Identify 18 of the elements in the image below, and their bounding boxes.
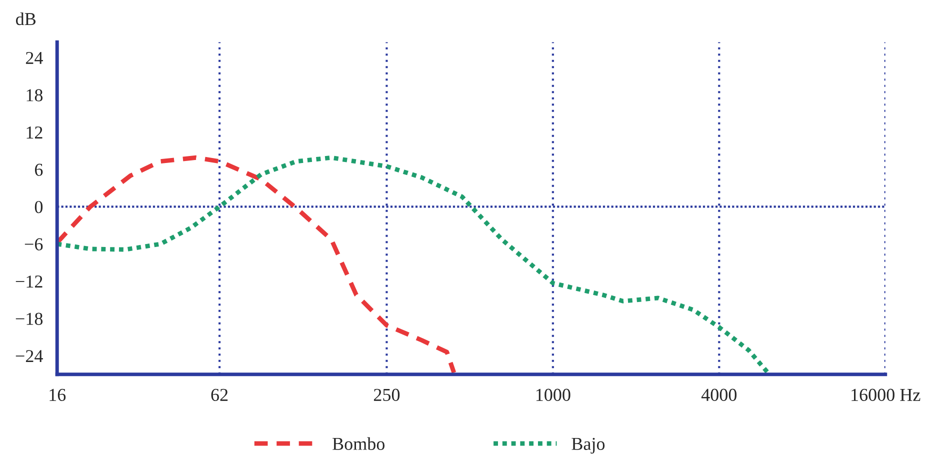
x-tick-label: 250 (374, 388, 400, 401)
y-tick-label: 24 (26, 52, 43, 64)
y-axis-title: dB (16, 12, 36, 26)
y-tick-label: −12 (16, 276, 42, 288)
x-tick-label: 16 (50, 388, 66, 401)
y-tick-label: 6 (34, 164, 43, 176)
y-tick-label: −18 (16, 312, 43, 325)
legend-label: Bajo (572, 438, 605, 454)
y-tick-label: 0 (34, 200, 43, 214)
x-tick-label: 62 (211, 388, 228, 401)
y-tick-label: −24 (16, 350, 43, 362)
y-tick-label: 12 (26, 126, 42, 138)
x-tick-label: 16000 Hz (852, 388, 920, 401)
y-tick-label: 18 (26, 89, 43, 102)
y-tick-label: −6 (24, 238, 43, 250)
x-tick-label: 4000 (701, 388, 737, 401)
legend-label: Bombo (332, 437, 385, 450)
x-tick-label: 1000 (536, 388, 570, 401)
